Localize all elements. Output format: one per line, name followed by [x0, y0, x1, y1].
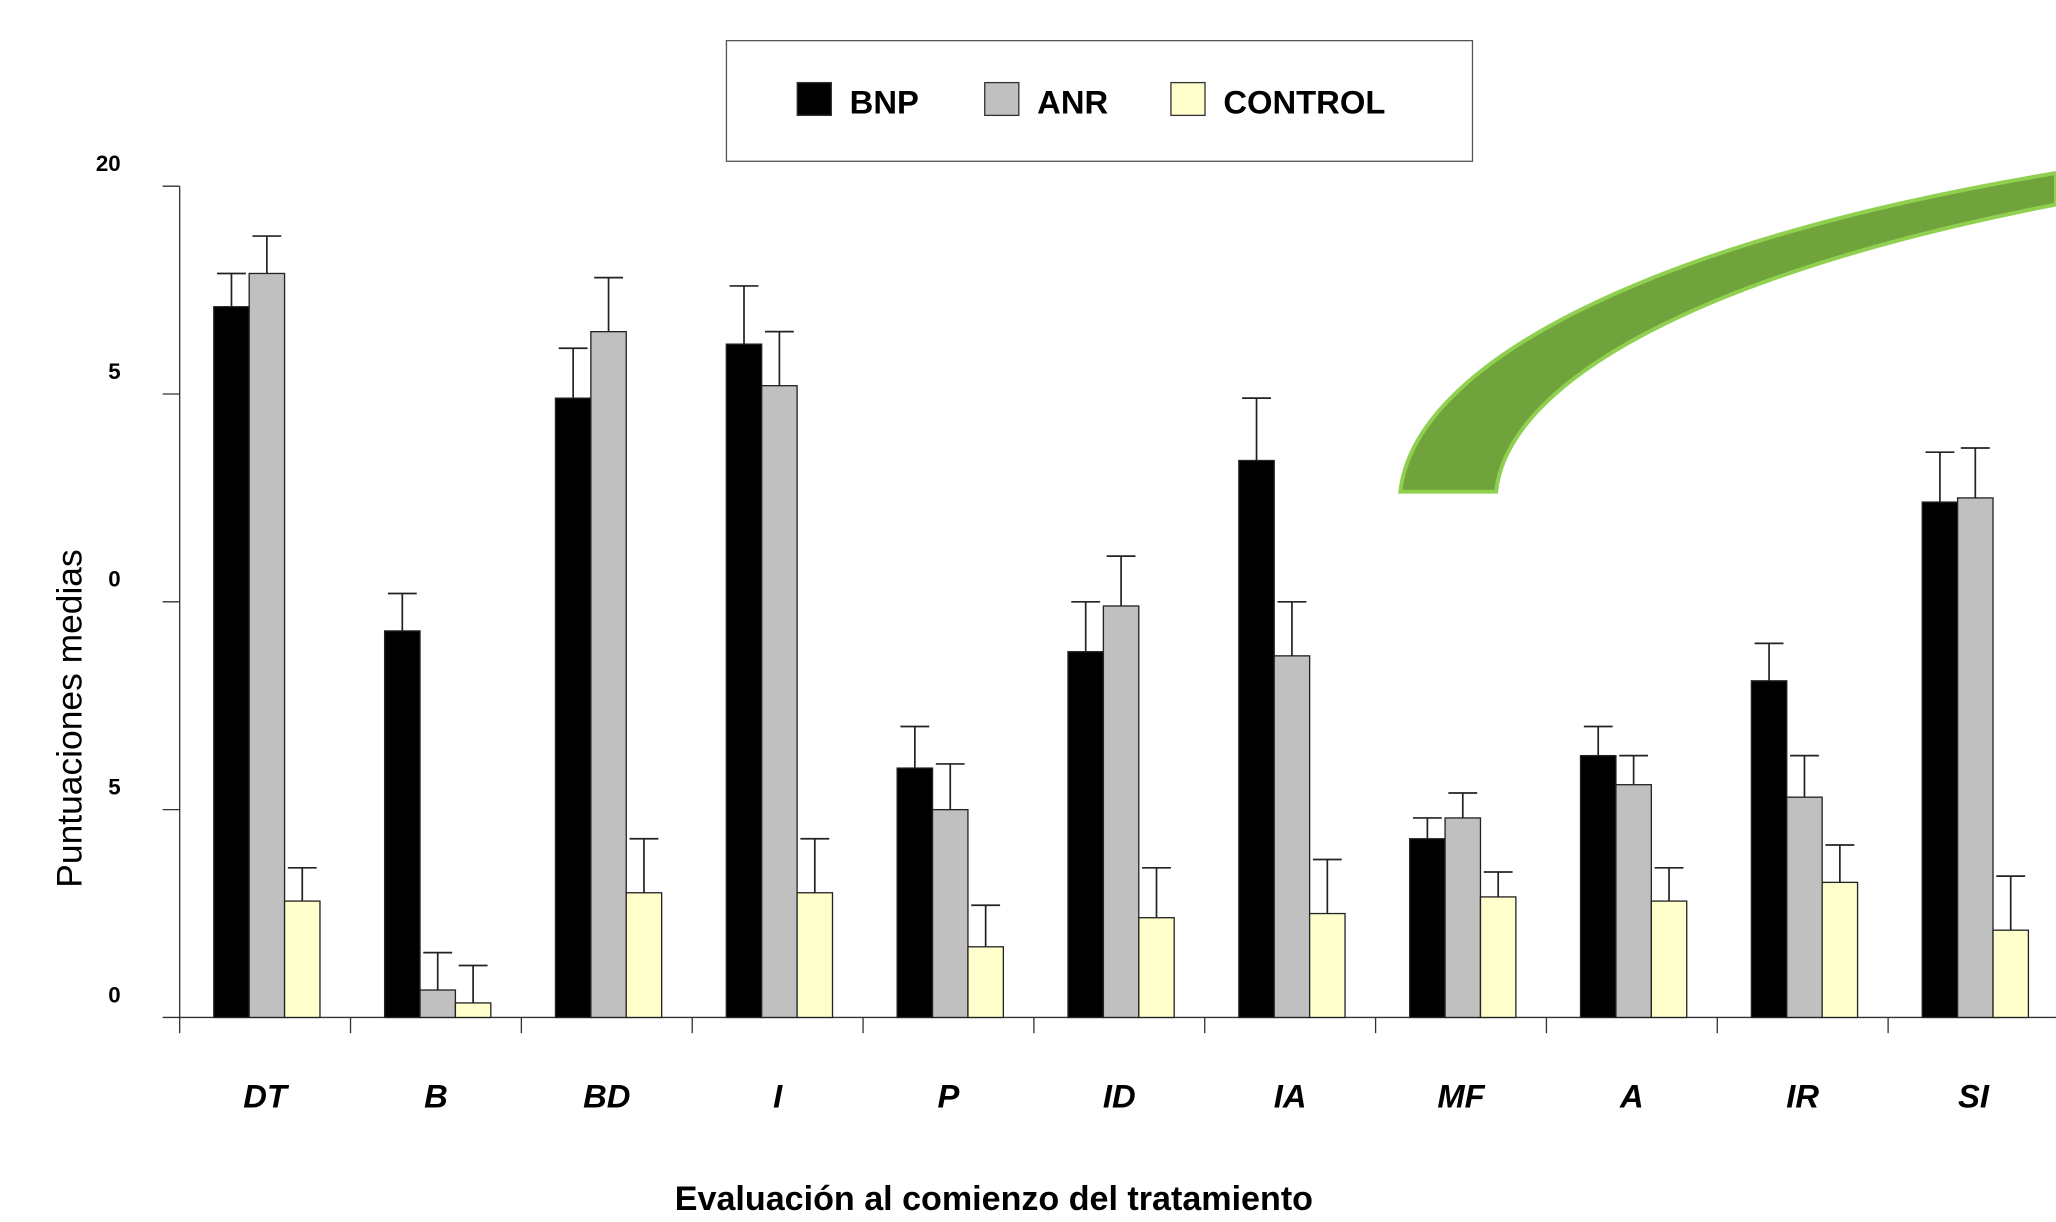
bar [762, 386, 797, 1018]
bar [1922, 502, 1957, 1017]
x-axis-label: Evaluación al comienzo del tratamiento [675, 1180, 1313, 1218]
bar [726, 344, 761, 1017]
bar [1822, 882, 1857, 1017]
bar [797, 893, 832, 1018]
bar [385, 631, 420, 1018]
legend-label: ANR [1037, 84, 1108, 121]
bar [1993, 930, 2028, 1017]
bar [1310, 914, 1345, 1018]
bar [591, 332, 626, 1018]
x-tick-label: A [1619, 1077, 1644, 1114]
bar [933, 810, 968, 1018]
x-tick-label: IR [1786, 1077, 1819, 1114]
x-tick-label: MF [1437, 1077, 1485, 1114]
y-tick-label: 5 [108, 359, 120, 384]
bar [626, 893, 661, 1018]
y-tick-label: 20 [96, 151, 121, 176]
bar [1787, 797, 1822, 1017]
bar [1239, 461, 1274, 1018]
legend-swatch [797, 83, 831, 116]
bar [1616, 785, 1651, 1018]
chart: Puntuaciones medias Evaluación al comien… [0, 0, 2056, 1222]
legend-swatch [1171, 83, 1205, 116]
bar [1958, 498, 1993, 1018]
bar [249, 273, 284, 1017]
legend-swatch [985, 83, 1019, 116]
bar [1068, 652, 1103, 1018]
bar [1581, 756, 1616, 1018]
bar [1751, 681, 1786, 1018]
bar [1274, 656, 1309, 1018]
bar [1480, 897, 1515, 1018]
page: {"chart_data": {"type": "bar", "x_label"… [0, 0, 2056, 1222]
bar [214, 307, 249, 1018]
y-tick-label: 5 [108, 775, 120, 800]
bar [455, 1003, 490, 1018]
legend-label: CONTROL [1223, 84, 1385, 121]
arrow-decoration [1400, 173, 2056, 492]
legend-label: BNP [850, 84, 919, 121]
bar [1410, 839, 1445, 1018]
x-tick-label: ID [1103, 1077, 1136, 1114]
bar [555, 398, 590, 1017]
y-axis-label: Puntuaciones medias [50, 549, 90, 887]
y-tick-label: 0 [108, 567, 120, 592]
y-tick-label: 0 [108, 982, 120, 1007]
bar [1139, 918, 1174, 1018]
x-tick-label: DT [243, 1077, 290, 1114]
x-tick-label: IA [1274, 1077, 1307, 1114]
x-tick-label: BD [583, 1077, 630, 1114]
x-tick-label: P [938, 1077, 960, 1114]
bar [897, 768, 932, 1017]
x-tick-label: SI [1958, 1077, 1990, 1114]
x-tick-label: B [424, 1077, 448, 1114]
bar [1445, 818, 1480, 1018]
bar [420, 990, 455, 1017]
x-tick-label: I [773, 1077, 783, 1114]
bar [285, 901, 320, 1017]
bar [968, 947, 1003, 1018]
bar [1651, 901, 1686, 1017]
bar [1103, 606, 1138, 1017]
